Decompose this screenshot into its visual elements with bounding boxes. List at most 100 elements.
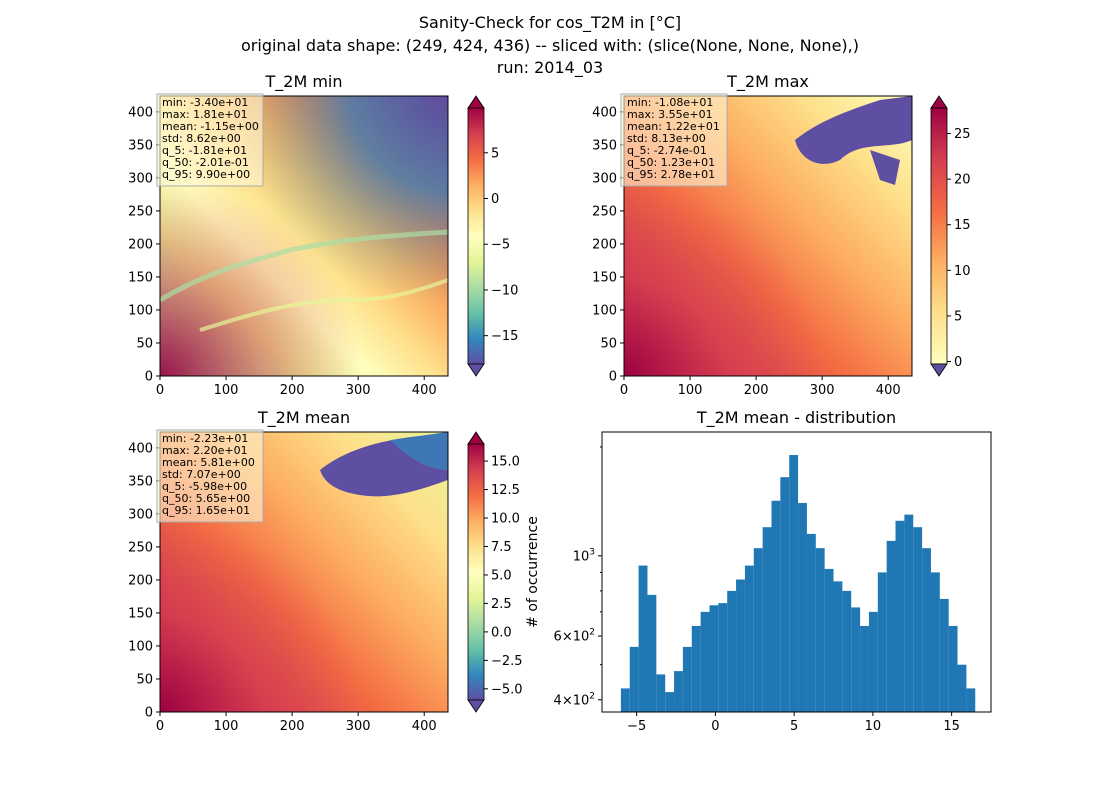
y-tick-label: 150 [592, 270, 617, 285]
colorbar-min: 5 0 −5 −10 −15 [467, 95, 518, 377]
colorbar-tick-label: −10 [491, 283, 518, 298]
x-tick-label: 400 [876, 383, 901, 398]
y-tick-label: 50 [136, 336, 153, 351]
histogram-ylabel: # of occurrence [525, 516, 541, 628]
y-tick-label: 400 [128, 105, 153, 120]
histogram-bar [948, 625, 958, 712]
colorbar-tick-label: −5 [491, 238, 510, 253]
y-tick-label: 50 [600, 336, 617, 351]
y-tick-label: 200 [592, 237, 617, 252]
stats-box-max: min: -1.08e+01 max: 3.55e+01 mean: 1.22e… [620, 93, 728, 187]
colorbar-tick-label: 5 [954, 309, 962, 324]
stat-line: mean: 5.81e+00 [162, 456, 255, 469]
colorbar-tick-label: 0 [954, 355, 962, 370]
histogram-bar [904, 514, 914, 712]
y-tick-label: 400 [592, 105, 617, 120]
x-tick-label: 0 [620, 383, 628, 398]
y-tick-label: 300 [128, 507, 153, 522]
histogram-bar [939, 598, 949, 712]
y-tick-label: 300 [592, 171, 617, 186]
y-tick-label: 103 [573, 547, 595, 564]
x-tick-label: 100 [678, 383, 703, 398]
colorbar-tick-label: 0.0 [491, 625, 512, 640]
figure-title-line-1: Sanity-Check for cos_T2M in [°C] [418, 13, 682, 32]
colorbar-tick-label: −15 [491, 329, 518, 344]
stat-line: mean: -1.15e+00 [162, 120, 259, 133]
histogram-bar [806, 533, 816, 712]
stat-line: q_50: -2.01e-01 [162, 156, 249, 169]
y-tick-label: 0 [145, 370, 153, 385]
x-tick-label: 0 [156, 719, 164, 734]
histogram-bar [798, 502, 807, 712]
y-tick-label: 150 [128, 270, 153, 285]
histogram-bar [682, 646, 692, 712]
x-tick-label: 400 [412, 719, 437, 734]
colorbar-tick-label: 5.0 [491, 568, 512, 583]
histogram-bar [691, 625, 701, 712]
y-tick-label: 6×102 [554, 628, 595, 645]
x-tick-label: 0 [156, 383, 164, 398]
histogram-bar [860, 625, 869, 712]
histogram-bar [886, 540, 896, 712]
histogram-bar [762, 527, 772, 712]
x-tick-label: 300 [346, 719, 371, 734]
stat-line: min: -1.08e+01 [627, 96, 713, 109]
x-tick-label: 400 [412, 383, 437, 398]
histogram-bar [895, 520, 905, 712]
stats-box-mean: min: -2.23e+01 max: 2.20e+01 mean: 5.81e… [156, 429, 264, 523]
x-tick-label: 0 [711, 719, 719, 734]
stat-line: std: 8.13e+00 [627, 132, 706, 145]
colorbar-tick-label: 20 [954, 173, 971, 188]
histogram-bar [638, 565, 648, 712]
histogram-bar [868, 611, 878, 712]
histogram-bar [753, 548, 763, 712]
histogram-bar [771, 500, 781, 712]
y-tick-label: 200 [128, 573, 153, 588]
stats-box-min: min: -3.40e+01 max: 1.81e+01 mean: -1.15… [156, 93, 264, 187]
histogram-bar [877, 572, 887, 712]
stat-line: mean: 1.22e+01 [627, 120, 720, 133]
histogram-bar [674, 671, 683, 712]
panel-title-distribution: T_2M mean - distribution [696, 408, 897, 427]
x-tick-label: 200 [280, 383, 305, 398]
y-tick-label: 0 [609, 370, 617, 385]
histogram-bar [922, 548, 931, 712]
histogram-bar [629, 646, 639, 712]
colorbar-tick-label: 0 [491, 192, 499, 207]
histogram-bar [736, 579, 745, 712]
stat-line: max: 2.20e+01 [162, 444, 248, 457]
stat-line: q_95: 1.65e+01 [162, 504, 250, 517]
figure-title-line-2: original data shape: (249, 424, 436) -- … [241, 36, 859, 55]
histogram-bar [656, 674, 666, 712]
x-tick-label: 300 [346, 383, 371, 398]
histogram-bar [815, 548, 825, 712]
histogram-bar [789, 455, 799, 712]
colorbar-tick-label: 7.5 [491, 540, 512, 555]
colorbar-tick-label: 10.0 [491, 512, 520, 527]
x-tick-label: 15 [943, 719, 960, 734]
histogram-bar [665, 692, 675, 712]
y-tick-label: 0 [145, 706, 153, 721]
colorbar-tick-label: −2.5 [491, 654, 523, 669]
colorbar-tick-label: 15.0 [491, 455, 520, 470]
histogram-bar [842, 590, 852, 712]
map-panel-mean: 0 100 200 300 400 0 50 100 150 200 250 300 350 400 mi… [128, 429, 523, 734]
histogram-bar [930, 572, 940, 712]
y-tick-label: 250 [128, 540, 153, 555]
y-tick-label: 300 [128, 171, 153, 186]
stat-line: q_95: 2.78e+01 [627, 168, 715, 181]
x-tick-label: 100 [214, 719, 239, 734]
histogram-bar [647, 594, 657, 712]
colorbar-mean: 15.0 12.5 10.0 7.5 5.0 2.5 0.0 −2.5 −5.0 [467, 431, 523, 713]
stat-line: q_5: -5.98e+00 [162, 480, 247, 493]
y-tick-label: 350 [128, 138, 153, 153]
histogram-bar [718, 603, 728, 712]
y-tick-label: 100 [592, 303, 617, 318]
y-tick-label: 150 [128, 606, 153, 621]
histogram-bar [913, 527, 923, 712]
histogram-bar [709, 605, 719, 712]
stat-line: max: 1.81e+01 [162, 108, 248, 121]
histogram-bar [780, 477, 790, 712]
